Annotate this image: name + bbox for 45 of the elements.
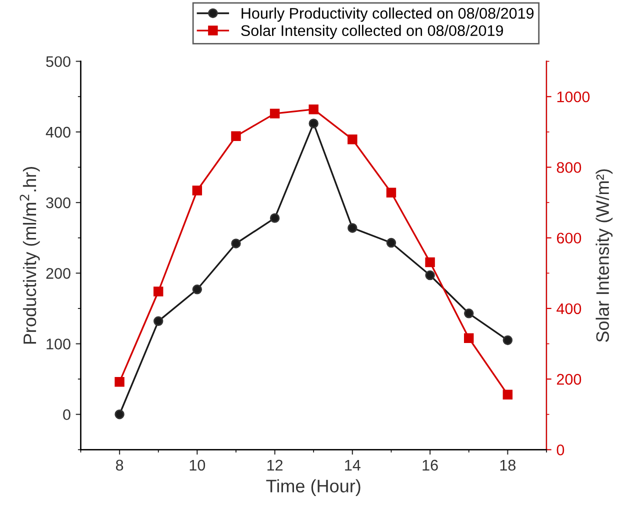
y2-tick-label: 400: [556, 303, 582, 314]
x-tick-label: 10: [190, 460, 206, 471]
point: [425, 257, 435, 268]
point: [270, 213, 280, 223]
point: [502, 390, 513, 400]
y-tick-label: 500: [46, 56, 70, 68]
x-tick-label: 18: [500, 460, 516, 471]
point: [308, 104, 318, 114]
y-tick-label: 100: [46, 338, 70, 350]
point: [308, 118, 318, 128]
point: [114, 410, 124, 420]
legend-label: Solar Intensity collected on 08/08/2019: [241, 24, 504, 40]
y2-tick-label: 600: [556, 232, 582, 244]
x-tick-label: 8: [116, 460, 124, 471]
point: [386, 238, 396, 248]
point: [231, 131, 241, 142]
x-tick-label: 16: [422, 460, 438, 471]
point: [231, 238, 241, 248]
point: [464, 333, 474, 343]
y-tick-label: 200: [46, 268, 70, 279]
point: [348, 134, 358, 144]
y-tick-label: 0: [63, 409, 70, 420]
point: [153, 286, 164, 296]
y2-tick-label: 200: [556, 374, 582, 385]
point: [348, 223, 358, 233]
point: [192, 186, 202, 196]
y2-tick-label: 1000: [557, 91, 590, 102]
y2-tick-label: 0: [556, 444, 564, 456]
legend-label: Hourly Productivity collected on 08/08/2019: [242, 8, 534, 22]
point: [502, 335, 513, 346]
y-tick-label: 400: [46, 126, 70, 138]
y-axis-title: Productivity (ml/m$^{2}$.hr): [20, 167, 40, 344]
y-tick-label: 300: [46, 197, 70, 208]
point: [153, 316, 164, 326]
point: [386, 188, 396, 198]
x-tick-label: 12: [267, 460, 283, 470]
point: [192, 284, 202, 294]
point: [425, 270, 435, 280]
point: [464, 308, 474, 318]
x-axis-title: Time (Hour): [266, 479, 360, 496]
point: [270, 108, 280, 118]
x-tick-label: 14: [345, 460, 360, 470]
point: [114, 377, 124, 387]
y2-axis-title: Solar Intensity (W/m²): [596, 169, 613, 342]
y2-tick-label: 800: [556, 162, 582, 173]
